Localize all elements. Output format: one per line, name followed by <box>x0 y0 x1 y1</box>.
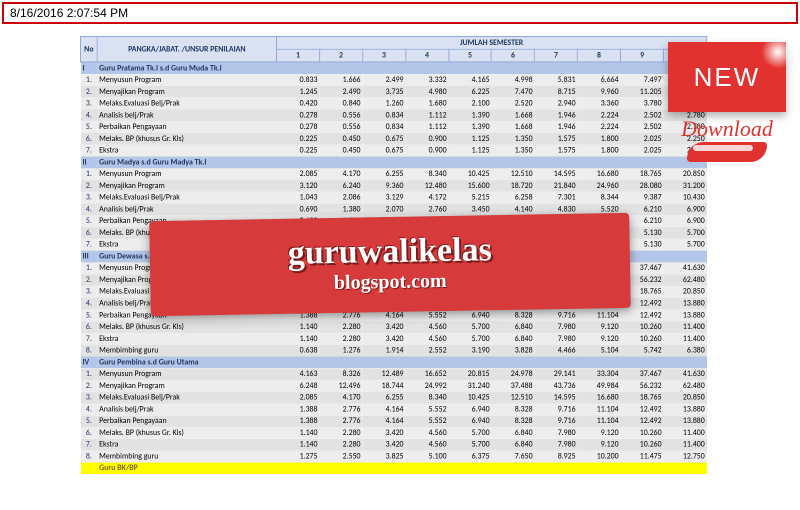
table-row: 2.Menyajikan Program6.24812.49618.74424.… <box>80 274 706 286</box>
table-row: 8.Membimbing guru1.2752.5503.8255.1006.3… <box>80 451 706 463</box>
table-row: 4.Analisis belj/Prak1.3882.7764.1645.552… <box>80 298 706 310</box>
table-row: 5.Perbaikan Pengayaan0.2780.5560.8341.11… <box>80 121 706 133</box>
timestamp-bar: 8/16/2016 2:07:54 PM <box>2 2 798 24</box>
table-row: 3.Melaks.Evaluasi Belj/Prak2.0854.1706.2… <box>80 286 706 298</box>
table-row: 5.Perbaikan Pengayaan0.6901.3802.0702.76… <box>80 215 706 227</box>
section-header: IIIGuru Dewasa s.d Guru Dewasa Tk. I <box>80 251 706 263</box>
table-row: 1.Menyusun Program0.8331.6662.4993.3324.… <box>80 74 706 86</box>
table-row: 1.Menyusun Program2.0854.1706.2558.34010… <box>80 168 706 180</box>
table-row: 7.Ekstra1.1402.2803.4204.5605.7006.8407.… <box>80 439 706 451</box>
table-row: 1.Menyusun Program4.1638.32612.48916.652… <box>80 262 706 274</box>
new-badge-text: NEW <box>694 62 761 93</box>
table-row: 6.Melaks. BP (khusus Gr. Kls)1.1402.2803… <box>80 321 706 333</box>
table-row: 2.Menyajikan Program3.1206.2409.36012.48… <box>80 180 706 192</box>
table-row: 2.Menyajikan Program1.2452.4903.7354.980… <box>80 86 706 98</box>
download-text: Download <box>668 118 786 140</box>
table-row: 6.Melaks. BP (khusus Gr. Kls)1.1402.2803… <box>80 427 706 439</box>
col-desc: PANGKA/JABAT. /UNSUR PENILAIAN <box>97 36 276 61</box>
col-group: JUMLAH SEMESTER <box>276 36 706 49</box>
table-row: 7.Ekstra1.1402.2803.4204.5605.7006.8407.… <box>80 333 706 345</box>
table-row: 3.Melaks.Evaluasi Belj/Prak0.4200.8401.2… <box>80 98 706 110</box>
table-body: IGuru Pratama Tk.I s.d Guru Muda Tk.I1.M… <box>80 62 706 474</box>
table-row: 7.Ekstra0.5701.1401.7102.2802.8503.4203.… <box>80 239 706 251</box>
table-row: 5.Perbaikan Pengayaan1.3882.7764.1645.55… <box>80 309 706 321</box>
section-header: IIGuru Madya s.d Guru Madya Tk.I <box>80 157 706 169</box>
table-row: 5.Perbaikan Pengayaan1.3882.7764.1645.55… <box>80 415 706 427</box>
table-row: 4.Analisis belj/Prak0.6901.3802.0702.760… <box>80 204 706 216</box>
download-swoosh-icon <box>687 142 767 162</box>
table-row: 7.Ekstra0.2250.4500.6750.9001.1251.3501.… <box>80 145 706 157</box>
table-row: 6.Melaks. BP (khusus Gr. Kls)0.2250.4500… <box>80 133 706 145</box>
table-row: 2.Menyajikan Program6.24812.49618.74424.… <box>80 380 706 392</box>
col-no: No <box>80 36 97 61</box>
header-row-1: No PANGKA/JABAT. /UNSUR PENILAIAN JUMLAH… <box>80 36 706 49</box>
new-badge: NEW <box>668 42 786 112</box>
data-table: No PANGKA/JABAT. /UNSUR PENILAIAN JUMLAH… <box>80 36 707 474</box>
timestamp-text: 8/16/2016 2:07:54 PM <box>10 6 128 20</box>
table-row: 6.Melaks. BP (khusus Gr. Kls)0.5701.1401… <box>80 227 706 239</box>
spreadsheet: No PANGKA/JABAT. /UNSUR PENILAIAN JUMLAH… <box>80 36 707 487</box>
section-header: IGuru Pratama Tk.I s.d Guru Muda Tk.I <box>80 62 706 74</box>
section-header: IVGuru Pembina s.d Guru Utama <box>80 356 706 368</box>
table-row: 3.Melaks.Evaluasi Belj/Prak1.0432.0863.1… <box>80 192 706 204</box>
table-row: 8.Membimbing guru0.6381.2761.9142.5523.1… <box>80 345 706 357</box>
table-row: 1.Menyusun Program4.1638.32612.48916.652… <box>80 368 706 380</box>
new-download-badge[interactable]: NEW Download <box>668 42 786 182</box>
table-row: 4.Analisis belj/Prak1.3882.7764.1645.552… <box>80 404 706 416</box>
table-row: 4.Analisis belj/Prak0.2780.5560.8341.112… <box>80 110 706 122</box>
download-badge[interactable]: Download <box>668 118 786 162</box>
table-row: 3.Melaks.Evaluasi Belj/Prak2.0854.1706.2… <box>80 392 706 404</box>
footer-row: Guru BK/BP <box>80 462 706 474</box>
